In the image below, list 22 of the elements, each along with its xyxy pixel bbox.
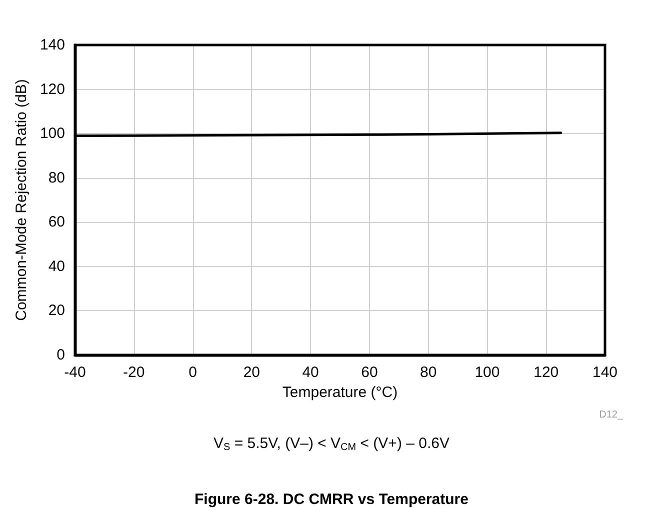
x-tick-label: 20 — [243, 364, 260, 381]
y-tick-label: 0 — [56, 346, 65, 364]
y-tick-label: 140 — [40, 36, 65, 54]
x-tick-label: 80 — [420, 364, 437, 381]
x-tick-label: 40 — [302, 364, 319, 381]
x-axis-title: Temperature (°C) — [282, 384, 398, 401]
y-tick-label: 60 — [48, 214, 65, 231]
y-tick-label: 100 — [40, 125, 65, 142]
x-tick-label: 100 — [474, 364, 500, 381]
text: Figure 6-28. DC CMRR vs Temperature — [194, 491, 468, 508]
x-tick-label: -40 — [64, 364, 86, 381]
text: D12_ — [599, 410, 624, 420]
y-tick-label: 120 — [40, 80, 65, 98]
y-axis-title: Common-Mode Rejection Ratio (dB) — [13, 79, 30, 321]
x-tick-label: 0 — [188, 364, 197, 381]
y-tick-label: 20 — [48, 302, 65, 320]
x-tick-label: 60 — [361, 364, 378, 381]
y-tick-label: 80 — [48, 169, 65, 186]
x-tick-label: 120 — [534, 364, 559, 381]
x-tick-label: -20 — [123, 364, 145, 381]
x-tick-label: 140 — [592, 364, 618, 381]
y-tick-label: 40 — [48, 258, 65, 275]
